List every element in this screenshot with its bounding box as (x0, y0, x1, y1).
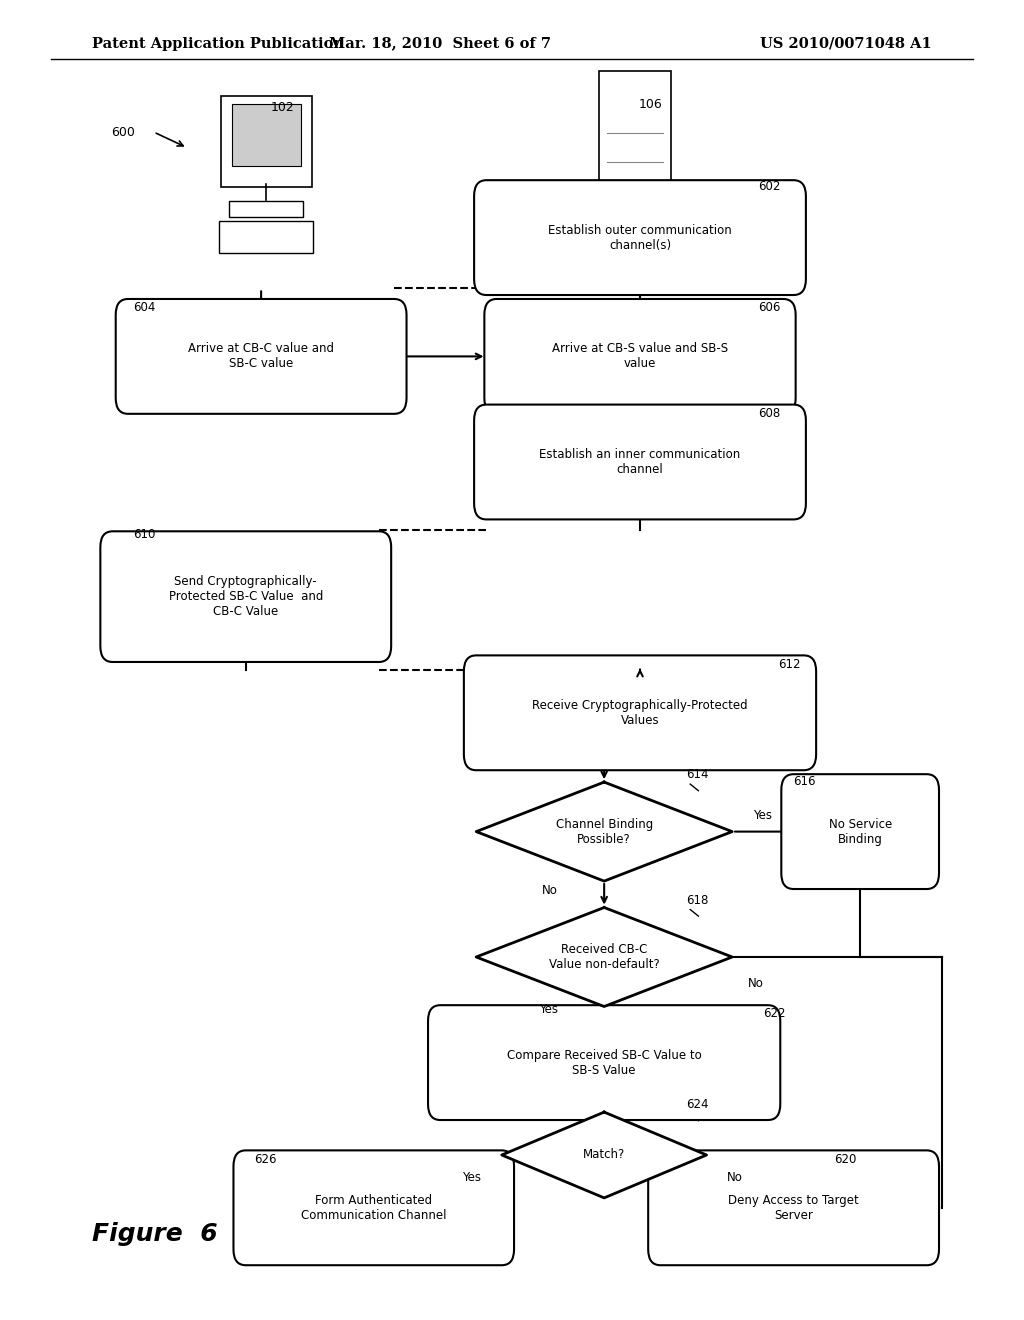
Text: Channel Binding
Possible?: Channel Binding Possible? (556, 817, 652, 846)
Text: 614: 614 (686, 768, 709, 781)
FancyBboxPatch shape (428, 1006, 780, 1119)
FancyBboxPatch shape (219, 220, 313, 253)
Text: 608: 608 (758, 407, 780, 420)
Text: 618: 618 (686, 894, 709, 907)
Text: 106: 106 (639, 98, 663, 111)
FancyBboxPatch shape (231, 103, 301, 165)
Text: 606: 606 (758, 301, 780, 314)
Text: Send Cryptographically-
Protected SB-C Value  and
CB-C Value: Send Cryptographically- Protected SB-C V… (169, 576, 323, 618)
Text: Yes: Yes (539, 1003, 558, 1016)
Text: No Service
Binding: No Service Binding (828, 817, 892, 846)
Polygon shape (502, 1111, 707, 1199)
Text: No: No (727, 1171, 743, 1184)
Text: Arrive at CB-S value and SB-S
value: Arrive at CB-S value and SB-S value (552, 342, 728, 371)
Text: Mar. 18, 2010  Sheet 6 of 7: Mar. 18, 2010 Sheet 6 of 7 (330, 37, 551, 50)
FancyBboxPatch shape (781, 774, 939, 890)
Text: 624: 624 (686, 1098, 709, 1111)
FancyBboxPatch shape (484, 300, 796, 414)
Text: Form Authenticated
Communication Channel: Form Authenticated Communication Channel (301, 1193, 446, 1222)
Text: 616: 616 (794, 775, 816, 788)
Text: No: No (542, 884, 558, 898)
Text: Receive Cryptographically-Protected
Values: Receive Cryptographically-Protected Valu… (532, 698, 748, 727)
FancyBboxPatch shape (229, 201, 303, 216)
FancyBboxPatch shape (100, 531, 391, 661)
Text: US 2010/0071048 A1: US 2010/0071048 A1 (760, 37, 932, 50)
Text: 600: 600 (112, 125, 135, 139)
Text: Deny Access to Target
Server: Deny Access to Target Server (728, 1193, 859, 1222)
FancyBboxPatch shape (474, 181, 806, 296)
Text: No: No (748, 977, 764, 990)
Text: 620: 620 (835, 1152, 857, 1166)
Text: Arrive at CB-C value and
SB-C value: Arrive at CB-C value and SB-C value (188, 342, 334, 371)
Text: Establish an inner communication
channel: Establish an inner communication channel (540, 447, 740, 477)
Polygon shape (476, 908, 732, 1006)
FancyBboxPatch shape (233, 1150, 514, 1265)
Text: 622: 622 (763, 1007, 785, 1020)
Circle shape (627, 193, 643, 214)
Text: 626: 626 (254, 1152, 276, 1166)
FancyBboxPatch shape (116, 300, 407, 414)
Text: Yes: Yes (753, 809, 772, 822)
Text: 602: 602 (758, 180, 780, 193)
FancyBboxPatch shape (598, 71, 672, 224)
FancyBboxPatch shape (221, 96, 311, 186)
Text: 102: 102 (270, 100, 294, 114)
Polygon shape (476, 781, 732, 882)
FancyBboxPatch shape (464, 656, 816, 771)
Text: Patent Application Publication: Patent Application Publication (92, 37, 344, 50)
Text: Match?: Match? (583, 1148, 626, 1162)
Text: Figure  6: Figure 6 (92, 1222, 218, 1246)
Text: 610: 610 (133, 528, 156, 541)
Text: Received CB-C
Value non-default?: Received CB-C Value non-default? (549, 942, 659, 972)
Text: Establish outer communication
channel(s): Establish outer communication channel(s) (548, 223, 732, 252)
Text: Compare Received SB-C Value to
SB-S Value: Compare Received SB-C Value to SB-S Valu… (507, 1048, 701, 1077)
Text: Yes: Yes (462, 1171, 481, 1184)
Text: 604: 604 (133, 301, 156, 314)
FancyBboxPatch shape (648, 1150, 939, 1265)
Text: 612: 612 (778, 657, 801, 671)
FancyBboxPatch shape (474, 404, 806, 519)
